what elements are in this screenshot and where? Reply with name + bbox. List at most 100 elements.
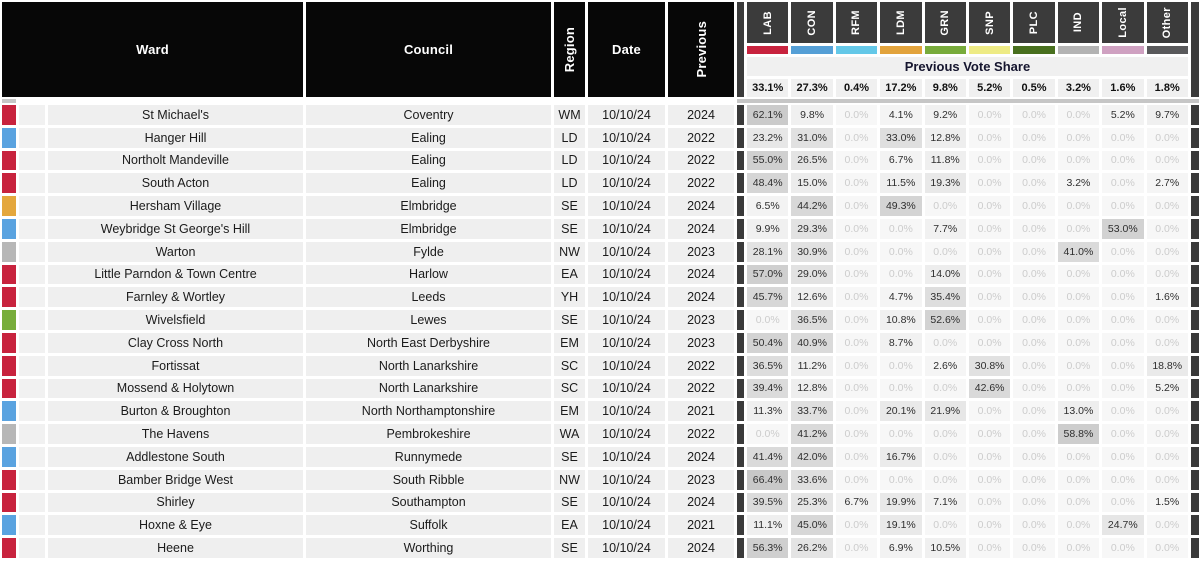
share-cell-plc: 0.0% bbox=[1013, 446, 1055, 467]
row-left-divider bbox=[737, 446, 744, 467]
share-cell-plc: 0.0% bbox=[1013, 515, 1055, 536]
share-cell-grn: 0.0% bbox=[924, 378, 966, 399]
winner-color-indicator bbox=[2, 287, 16, 308]
share-cell-rfm: 0.0% bbox=[835, 332, 878, 353]
share-cell-snp: 42.6% bbox=[968, 378, 1011, 399]
share-cell-grn: 0.0% bbox=[924, 469, 966, 490]
previous-year-cell: 2021 bbox=[668, 515, 734, 536]
ward-cell: South Acton bbox=[48, 173, 303, 194]
share-cell-lab: 48.4% bbox=[747, 173, 789, 194]
share-cell-other: 2.7% bbox=[1146, 173, 1188, 194]
winner-color-indicator bbox=[2, 196, 16, 216]
party-header-label: Other bbox=[1161, 6, 1174, 39]
share-cell-plc: 0.0% bbox=[1013, 218, 1055, 239]
share-cell-lab: 6.5% bbox=[747, 196, 789, 216]
share-cell-local: 0.0% bbox=[1102, 127, 1144, 148]
share-cell-rfm: 0.0% bbox=[835, 127, 878, 148]
party-overall-share-grn: 9.8% bbox=[924, 79, 966, 97]
share-cell-ind: 0.0% bbox=[1057, 446, 1100, 467]
previous-year-cell: 2024 bbox=[668, 287, 734, 308]
table-row: Hersham Village Elmbridge SE 10/10/24 2024 6.… bbox=[0, 196, 1200, 216]
region-cell: LD bbox=[554, 150, 585, 171]
table-row: Shirley Southampton SE 10/10/24 2024 39.5% 25.… bbox=[0, 492, 1200, 513]
party-header-snp: SNP bbox=[968, 2, 1011, 43]
row-left-divider bbox=[737, 196, 744, 216]
share-cell-con: 30.9% bbox=[791, 241, 833, 262]
row-right-divider bbox=[1190, 241, 1199, 262]
share-cell-local: 0.0% bbox=[1102, 332, 1144, 353]
row-right-divider bbox=[1190, 378, 1199, 399]
table-row: St Michael's Coventry WM 10/10/24 2024 62.1% 9… bbox=[0, 105, 1200, 125]
share-cell-rfm: 0.0% bbox=[835, 538, 878, 558]
winner-color-indicator bbox=[2, 515, 16, 536]
council-cell: Runnymede bbox=[306, 446, 551, 467]
share-cell-snp: 0.0% bbox=[968, 127, 1011, 148]
row-left-divider bbox=[737, 310, 744, 330]
share-cell-ldm: 0.0% bbox=[880, 424, 922, 444]
share-cell-rfm: 0.0% bbox=[835, 469, 878, 490]
share-cell-ind: 0.0% bbox=[1057, 196, 1100, 216]
row-right-divider bbox=[1190, 150, 1199, 171]
column-header-previous: Previous bbox=[668, 2, 734, 97]
share-cell-lab: 66.4% bbox=[747, 469, 789, 490]
spacer-cell bbox=[19, 310, 45, 330]
party-overall-share-lab: 33.1% bbox=[747, 79, 789, 97]
region-cell: LD bbox=[554, 127, 585, 148]
share-cell-con: 42.0% bbox=[791, 446, 833, 467]
previous-year-cell: 2024 bbox=[668, 218, 734, 239]
share-cell-ldm: 0.0% bbox=[880, 469, 922, 490]
share-cell-con: 25.3% bbox=[791, 492, 833, 513]
share-cell-ldm: 33.0% bbox=[880, 127, 922, 148]
previous-year-cell: 2022 bbox=[668, 173, 734, 194]
share-cell-ind: 0.0% bbox=[1057, 310, 1100, 330]
spacer-cell bbox=[19, 332, 45, 353]
previous-year-cell: 2023 bbox=[668, 332, 734, 353]
share-cell-rfm: 6.7% bbox=[835, 492, 878, 513]
table-row: Mossend & Holytown North Lanarkshire SC 10/… bbox=[0, 378, 1200, 399]
spacer-cell bbox=[19, 127, 45, 148]
share-cell-ind: 0.0% bbox=[1057, 538, 1100, 558]
spacer-cell bbox=[19, 424, 45, 444]
party-header-label: LAB bbox=[761, 10, 774, 35]
share-cell-snp: 0.0% bbox=[968, 446, 1011, 467]
ward-cell: Mossend & Holytown bbox=[48, 378, 303, 399]
row-right-divider bbox=[1190, 310, 1199, 330]
share-cell-ind: 41.0% bbox=[1057, 241, 1100, 262]
ward-cell: Warton bbox=[48, 241, 303, 262]
row-left-divider bbox=[737, 492, 744, 513]
party-header-ind: IND bbox=[1057, 2, 1100, 43]
share-cell-other: 18.8% bbox=[1146, 355, 1188, 376]
column-header-ward: Ward bbox=[2, 2, 303, 97]
share-cell-local: 0.0% bbox=[1102, 446, 1144, 467]
council-cell: North Northamptonshire bbox=[306, 401, 551, 422]
share-cell-snp: 0.0% bbox=[968, 196, 1011, 216]
region-cell: SE bbox=[554, 538, 585, 558]
date-cell: 10/10/24 bbox=[588, 515, 665, 536]
council-cell: Fylde bbox=[306, 241, 551, 262]
ward-cell: Northolt Mandeville bbox=[48, 150, 303, 171]
share-cell-ldm: 10.8% bbox=[880, 310, 922, 330]
ward-cell: St Michael's bbox=[48, 105, 303, 125]
row-right-divider bbox=[1190, 469, 1199, 490]
share-cell-con: 29.3% bbox=[791, 218, 833, 239]
date-cell: 10/10/24 bbox=[588, 469, 665, 490]
share-cell-plc: 0.0% bbox=[1013, 105, 1055, 125]
table-row: Addlestone South Runnymede SE 10/10/24 2024 4… bbox=[0, 446, 1200, 467]
council-cell: North Lanarkshire bbox=[306, 378, 551, 399]
share-cell-other: 5.2% bbox=[1146, 378, 1188, 399]
share-cell-ldm: 20.1% bbox=[880, 401, 922, 422]
share-cell-local: 0.0% bbox=[1102, 401, 1144, 422]
row-right-divider bbox=[1190, 446, 1199, 467]
share-cell-con: 45.0% bbox=[791, 515, 833, 536]
party-header-label: LDM bbox=[894, 9, 907, 36]
council-cell: Ealing bbox=[306, 173, 551, 194]
share-cell-con: 40.9% bbox=[791, 332, 833, 353]
share-cell-plc: 0.0% bbox=[1013, 492, 1055, 513]
ward-cell: Shirley bbox=[48, 492, 303, 513]
share-cell-local: 0.0% bbox=[1102, 196, 1144, 216]
share-cell-con: 12.8% bbox=[791, 378, 833, 399]
previous-year-cell: 2022 bbox=[668, 150, 734, 171]
row-right-divider bbox=[1190, 515, 1199, 536]
party-color-bar-ldm bbox=[880, 46, 922, 54]
council-cell: Southampton bbox=[306, 492, 551, 513]
